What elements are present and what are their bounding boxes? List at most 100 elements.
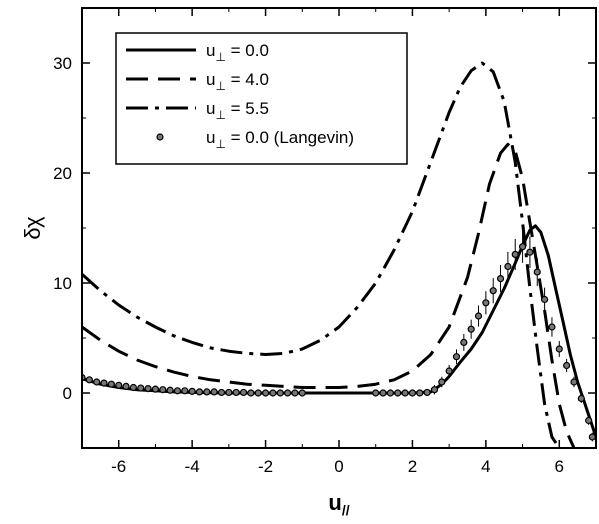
x-axis: -6 -4 -2 0 2 4 6 <box>111 8 564 476</box>
langevin-data-point <box>159 386 167 394</box>
legend-label-rest: = 0.0 (Langevin) <box>226 128 354 147</box>
langevin-data-point <box>386 389 394 397</box>
langevin-data-point <box>467 325 475 333</box>
langevin-data-point <box>372 389 380 397</box>
legend-box <box>115 32 408 165</box>
langevin-data-point <box>577 394 585 403</box>
langevin-data-point <box>166 386 174 394</box>
langevin-data-point <box>416 389 424 397</box>
langevin-data-point <box>239 388 248 397</box>
langevin-data-point <box>445 367 453 375</box>
series-layer <box>82 61 596 448</box>
legend-label-sub: ⊥ <box>215 137 225 151</box>
langevin-data-point <box>533 268 541 276</box>
langevin-data-point <box>137 384 145 392</box>
langevin-data-point <box>173 387 182 395</box>
langevin-data-point <box>511 250 519 258</box>
langevin-data-point <box>217 388 226 397</box>
legend-label: u⊥ = 4.0 <box>206 70 269 93</box>
legend-label: u⊥ = 0.0 <box>206 41 269 64</box>
legend: u⊥ = 0.0u⊥ = 4.0u⊥ = 5.5u⊥ = 0.0 (Langev… <box>115 32 408 165</box>
x-axis-label: u// <box>328 490 349 518</box>
legend-marker <box>156 133 164 141</box>
legend-label-sub: ⊥ <box>215 108 225 122</box>
langevin-data-point <box>504 262 512 271</box>
y-axis-label: δχ <box>20 216 45 240</box>
legend-item: u⊥ = 0.0 (Langevin) <box>156 128 354 151</box>
langevin-data-point <box>401 389 409 397</box>
langevin-data-point <box>232 388 240 397</box>
langevin-data-point <box>115 381 123 389</box>
x-tick-label: -4 <box>185 457 200 476</box>
langevin-data-point <box>261 389 270 397</box>
langevin-data-point <box>122 382 130 390</box>
x-axis-label-main: u <box>328 490 341 515</box>
langevin-data-point <box>298 389 306 397</box>
y-tick-label: 20 <box>53 164 72 183</box>
langevin-data-point <box>247 389 255 397</box>
langevin-data-point <box>291 389 299 397</box>
legend-label: u⊥ = 5.5 <box>206 99 269 122</box>
series-langevin-markers <box>82 230 596 442</box>
legend-label-base: u <box>206 70 215 89</box>
langevin-data-point <box>526 248 534 256</box>
legend-item: u⊥ = 0.0 <box>126 41 269 64</box>
langevin-data-point <box>540 295 549 304</box>
x-tick-label: -2 <box>258 457 273 476</box>
langevin-data-point <box>379 389 387 397</box>
x-tick-label: 2 <box>408 457 417 476</box>
langevin-data-point <box>548 323 556 331</box>
legend-label-rest: = 4.0 <box>226 70 269 89</box>
langevin-data-point <box>85 376 93 384</box>
langevin-data-point <box>254 389 262 397</box>
langevin-data-point <box>496 275 505 283</box>
legend-label-base: u <box>206 128 215 147</box>
langevin-data-point <box>269 389 277 397</box>
langevin-data-point <box>518 243 527 251</box>
legend-label-sub: ⊥ <box>215 50 225 64</box>
legend-label: u⊥ = 0.0 (Langevin) <box>206 128 354 151</box>
legend-label-sub: ⊥ <box>215 79 225 93</box>
y-tick-label: 30 <box>53 54 72 73</box>
legend-label-base: u <box>206 99 215 118</box>
langevin-data-point <box>408 389 417 397</box>
x-tick-label: 0 <box>334 457 343 476</box>
langevin-data-point <box>460 338 468 346</box>
x-tick-label: 4 <box>481 457 490 476</box>
langevin-data-point <box>144 385 152 393</box>
langevin-data-point <box>585 416 593 425</box>
langevin-data-point <box>225 388 233 397</box>
legend-item: u⊥ = 5.5 <box>126 99 269 122</box>
langevin-data-point <box>203 388 211 396</box>
x-axis-label-sub: // <box>342 502 350 518</box>
langevin-data-point <box>188 387 196 395</box>
langevin-data-point <box>100 379 108 387</box>
y-tick-label: 0 <box>63 384 72 403</box>
x-tick-label: -6 <box>111 457 126 476</box>
langevin-data-point <box>423 388 431 397</box>
langevin-data-point <box>210 388 218 396</box>
x-tick-label: 6 <box>555 457 564 476</box>
langevin-data-point <box>563 361 571 370</box>
langevin-data-point <box>430 386 439 394</box>
langevin-data-point <box>452 353 461 361</box>
legend-label-base: u <box>206 41 215 60</box>
langevin-data-point <box>570 378 578 386</box>
langevin-data-point <box>474 312 483 320</box>
y-tick-label: 10 <box>53 274 72 293</box>
langevin-data-point <box>555 345 563 353</box>
legend-label-rest: = 5.5 <box>226 99 269 118</box>
langevin-data-point <box>276 389 284 397</box>
langevin-data-point <box>438 378 446 386</box>
langevin-data-point <box>489 287 497 295</box>
langevin-data-point <box>93 378 101 386</box>
series-line-dashdot <box>82 61 561 448</box>
langevin-data-point <box>181 387 189 395</box>
langevin-data-point <box>284 389 292 397</box>
langevin-data-point <box>394 389 402 397</box>
legend-label-rest: = 0.0 <box>226 41 269 60</box>
legend-items: u⊥ = 0.0u⊥ = 4.0u⊥ = 5.5u⊥ = 0.0 (Langev… <box>126 41 354 151</box>
langevin-data-point <box>107 380 115 388</box>
series-line-dashed <box>82 142 576 448</box>
